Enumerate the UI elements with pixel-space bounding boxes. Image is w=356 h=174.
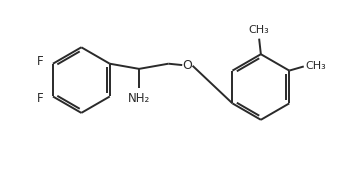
Text: CH₃: CH₃ (305, 61, 326, 72)
Text: NH₂: NH₂ (128, 92, 150, 105)
Text: F: F (37, 56, 43, 69)
Text: CH₃: CH₃ (249, 25, 269, 35)
Text: F: F (37, 92, 43, 105)
Text: O: O (183, 59, 192, 72)
